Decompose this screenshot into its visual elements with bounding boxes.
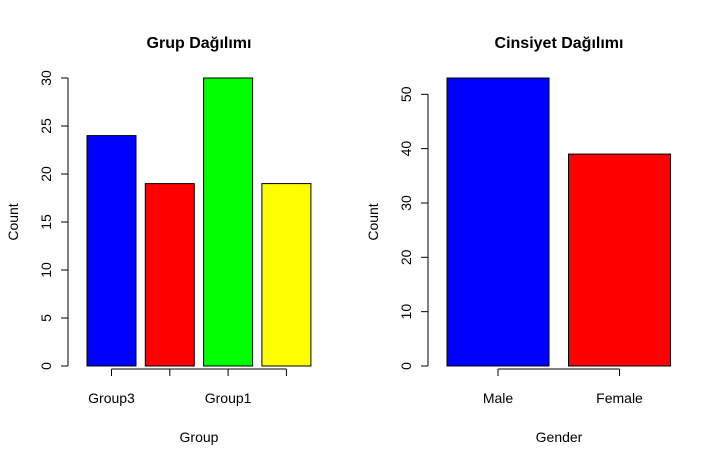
y-tick-label: 5 [38, 314, 54, 322]
x-tick-label: Group3 [88, 390, 135, 406]
y-axis: 0 10 20 30 40 50 [398, 86, 429, 370]
y-tick-label: 50 [398, 86, 414, 102]
y-tick-label: 30 [398, 195, 414, 211]
y-tick-label: 30 [38, 70, 54, 86]
x-axis-label: Group [180, 429, 219, 445]
bar-male [446, 77, 550, 367]
bar-group3 [86, 135, 137, 367]
y-tick-label: 25 [38, 118, 54, 134]
bar-group [446, 77, 671, 367]
y-axis-label: Count [365, 203, 381, 240]
bar-group [86, 77, 312, 367]
y-axis: 0 5 10 15 20 25 30 [38, 70, 69, 370]
y-tick-label: 20 [38, 166, 54, 182]
x-tick-label: Female [596, 390, 643, 406]
x-axis: Male Female [483, 368, 643, 406]
y-tick-label: 40 [398, 141, 414, 157]
gender-distribution-panel: Cinsiyet Dağılımı Gender Count 0 10 20 30 40… [365, 35, 671, 445]
x-tick-label: Group1 [205, 390, 252, 406]
y-tick-label: 20 [398, 249, 414, 265]
y-tick-label: 15 [38, 214, 54, 230]
chart-title: Grup Dağılımı [147, 35, 252, 52]
x-tick-label: Male [483, 390, 514, 406]
x-axis: Group3 Group1 [88, 368, 287, 406]
bar-unlabeled-1 [144, 183, 195, 367]
group-distribution-panel: Grup Dağılımı Group Count 0 5 10 15 20 25 30 G… [5, 35, 312, 445]
chart-title: Cinsiyet Dağılımı [495, 35, 624, 52]
bar-unlabeled-3 [261, 183, 312, 367]
y-tick-label: 0 [38, 362, 54, 370]
y-tick-label: 10 [398, 304, 414, 320]
x-axis-label: Gender [536, 429, 583, 445]
y-tick-label: 10 [38, 262, 54, 278]
bar-female [568, 153, 671, 367]
y-tick-label: 0 [398, 362, 414, 370]
bar-group1 [203, 77, 254, 367]
y-axis-label: Count [5, 203, 21, 240]
